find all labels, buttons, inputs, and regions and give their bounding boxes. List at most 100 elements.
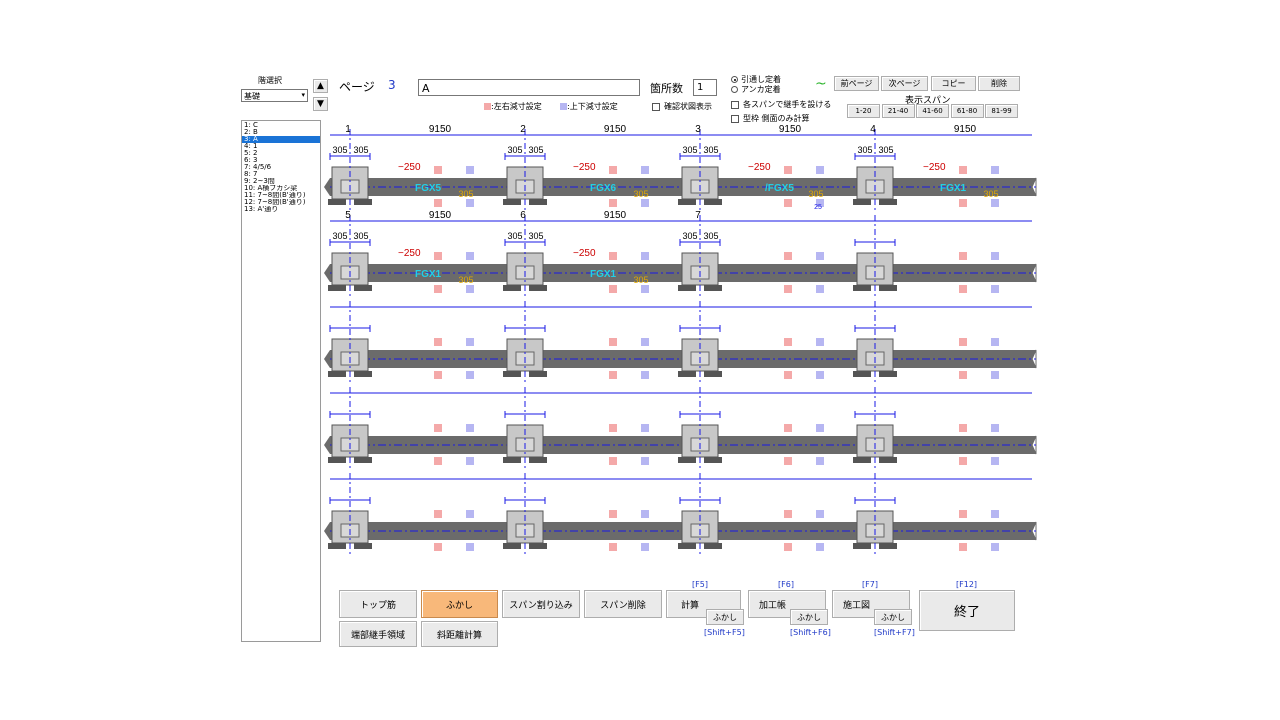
prev-page-button[interactable]: 前ページ xyxy=(834,76,879,91)
legend-lr: :左右減寸設定 xyxy=(484,101,542,112)
beam-end-left xyxy=(324,350,330,368)
beam-label: FGX1 xyxy=(940,183,967,194)
column-base-right xyxy=(529,371,547,377)
end-joint-button[interactable]: 端部継手領域 xyxy=(339,621,417,647)
lavender-marker xyxy=(991,371,999,379)
pink-marker xyxy=(434,338,442,346)
page-up-button[interactable]: ▲ xyxy=(313,79,328,93)
column-base-right xyxy=(354,457,372,463)
lavender-marker xyxy=(641,252,649,260)
column-base-left xyxy=(853,457,871,463)
column-base-right xyxy=(879,457,897,463)
next-page-button[interactable]: 次ページ xyxy=(881,76,928,91)
processing-fukashi-button[interactable]: ふかし xyxy=(790,609,828,625)
pink-marker xyxy=(609,252,617,260)
floor-list[interactable]: 1: C 2: B 3: A 4: 1 5: 2 6: 3 7: 4/5/6 8: 7 9: 2… xyxy=(241,120,321,642)
floor-list-item[interactable]: 12: 7~8間(B'通り) xyxy=(244,199,306,206)
column-base-right xyxy=(354,199,372,205)
floor-list-item[interactable]: 9: 2~3間 xyxy=(244,178,275,185)
beam-end-left xyxy=(324,264,330,282)
offset-value: −250 xyxy=(573,162,596,173)
beam-label: /FGX5 xyxy=(765,183,794,194)
pink-marker xyxy=(609,166,617,174)
page-number: 3 xyxy=(388,78,396,92)
lavender-marker xyxy=(816,510,824,518)
floor-list-item[interactable]: 13: A'通り xyxy=(244,206,279,213)
name-field[interactable]: A xyxy=(418,79,640,96)
check-joint-each-span[interactable]: 各スパンで継手を設ける xyxy=(731,99,831,110)
span-length: 9150 xyxy=(604,124,627,135)
span-delete-button[interactable]: スパン削除 xyxy=(584,590,662,618)
axis-number: 6 xyxy=(520,210,526,221)
lavender-marker xyxy=(466,166,474,174)
column-base-left xyxy=(328,543,346,549)
pink-marker xyxy=(784,252,792,260)
count-field[interactable]: 1 xyxy=(693,79,717,96)
small-value: 25 xyxy=(814,204,822,211)
floor-list-item[interactable]: 1: C xyxy=(244,122,258,129)
radio-anchor[interactable]: アンカ定着 xyxy=(731,84,781,95)
exit-button[interactable]: 終了 xyxy=(919,590,1015,631)
floor-list-item[interactable]: 5: 2 xyxy=(244,150,258,157)
span-range-button[interactable]: 61-80 xyxy=(950,104,984,118)
radio-pass-through[interactable]: 引通し定着 xyxy=(731,74,781,85)
span-range-button[interactable]: 21-40 xyxy=(881,104,915,118)
floor-list-item[interactable]: 3: A xyxy=(242,136,320,143)
floor-select-dropdown[interactable]: 基礎 ▾ xyxy=(241,89,308,102)
offset-value: −250 xyxy=(923,162,946,173)
floor-list-item[interactable]: 2: B xyxy=(244,129,258,136)
pink-marker xyxy=(434,510,442,518)
column-base-left xyxy=(853,371,871,377)
up-arrow-icon: ▲ xyxy=(317,81,324,91)
lavender-marker xyxy=(466,543,474,551)
count-label: 箇所数 xyxy=(650,82,683,95)
column-base-left xyxy=(503,199,521,205)
top-bar-button[interactable]: トップ筋 xyxy=(339,590,417,618)
column-base-right xyxy=(529,543,547,549)
column-base-left xyxy=(503,371,521,377)
span-insert-button[interactable]: スパン割り込み xyxy=(502,590,580,618)
lavender-square-icon xyxy=(560,103,567,110)
floor-list-item[interactable]: 7: 4/5/6 xyxy=(244,164,272,171)
pink-marker xyxy=(434,252,442,260)
page-down-button[interactable]: ▼ xyxy=(313,97,328,111)
floor-list-item[interactable]: 6: 3 xyxy=(244,157,258,164)
beam-size-value: 305 xyxy=(633,275,648,285)
span-range-button[interactable]: 81-99 xyxy=(985,104,1018,118)
axis-number: 4 xyxy=(870,124,876,135)
pink-marker xyxy=(609,543,617,551)
floor-list-item[interactable]: 4: 1 xyxy=(244,143,258,150)
copy-button[interactable]: コピー xyxy=(931,76,976,91)
f5-key-label: [F5] xyxy=(692,580,708,589)
floor-list-item[interactable]: 10: A横フカシ梁 xyxy=(244,185,298,192)
offset-value: −250 xyxy=(573,248,596,259)
span-range-button[interactable]: 41-60 xyxy=(916,104,949,118)
span-range-button[interactable]: 1-20 xyxy=(847,104,880,118)
confirm-checkbox[interactable]: 確認状図表示 xyxy=(652,101,712,112)
dimension-right: 305 xyxy=(703,145,718,155)
lavender-marker xyxy=(466,338,474,346)
column-base-right xyxy=(879,543,897,549)
pink-marker xyxy=(959,371,967,379)
lavender-marker xyxy=(991,166,999,174)
calc-fukashi-button[interactable]: ふかし xyxy=(706,609,744,625)
lavender-marker xyxy=(816,424,824,432)
floor-list-item[interactable]: 11: 7~8間(B'通り) xyxy=(244,192,306,199)
count-field-value: 1 xyxy=(697,82,704,93)
construction-fukashi-button[interactable]: ふかし xyxy=(874,609,912,625)
floor-list-item[interactable]: 8: 7 xyxy=(244,171,258,178)
beam-size-value: 305 xyxy=(458,275,473,285)
diagonal-distance-button[interactable]: 斜距離計算 xyxy=(421,621,498,647)
delete-button[interactable]: 削除 xyxy=(978,76,1020,91)
check-formwork-side[interactable]: 型枠 側面のみ計算 xyxy=(731,113,810,124)
pink-marker xyxy=(609,199,617,207)
floor-select-label: 階選択 xyxy=(258,76,282,85)
name-field-value: A xyxy=(422,82,430,95)
column-base-left xyxy=(678,371,696,377)
span-length: 9150 xyxy=(604,210,627,221)
processing-button[interactable]: 加工帳 xyxy=(748,590,826,618)
fukashi-button[interactable]: ふかし xyxy=(421,590,498,618)
lavender-marker xyxy=(816,371,824,379)
span-length: 9150 xyxy=(429,210,452,221)
